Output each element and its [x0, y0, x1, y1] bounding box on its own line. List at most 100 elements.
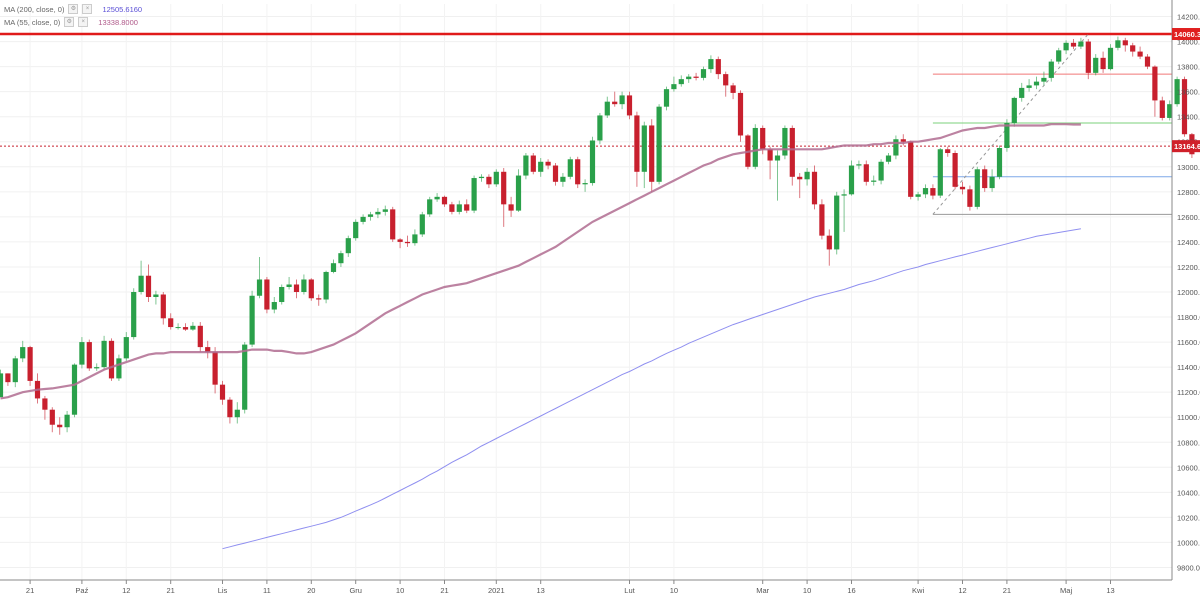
candle-down — [27, 347, 33, 381]
candle-down — [737, 92, 744, 136]
x-tick-label: 13 — [537, 586, 545, 595]
candle-up — [12, 358, 18, 383]
y-tick-label: 10600.0 — [1177, 463, 1200, 472]
y-tick-label: 12800.0 — [1177, 188, 1200, 197]
candle-down — [634, 115, 640, 172]
candle-up — [515, 175, 522, 211]
x-tick-label: Maj — [1060, 586, 1072, 595]
candle-up — [153, 294, 159, 298]
candle-up — [804, 171, 810, 180]
close-icon[interactable]: × — [78, 17, 89, 27]
candle-up — [301, 279, 307, 292]
candle-down — [575, 159, 581, 185]
candle-down — [730, 85, 736, 93]
ma200-line — [222, 228, 1081, 550]
candle-up — [353, 221, 359, 239]
y-tick-label: 12400.0 — [1177, 238, 1200, 247]
candle-up — [1078, 41, 1084, 47]
x-tick-label: 10 — [670, 586, 678, 595]
candle-down — [819, 204, 825, 236]
y-tick-label: 12600.0 — [1177, 213, 1200, 222]
candle-down — [863, 164, 869, 182]
x-tick-label: 2021 — [488, 586, 505, 595]
candle-down — [404, 241, 411, 244]
candle-down — [293, 284, 300, 292]
candle-down — [308, 279, 314, 299]
settings-icon[interactable]: ⚙ — [68, 4, 79, 14]
candle-down — [1100, 57, 1106, 70]
candle-down — [227, 399, 233, 418]
close-icon[interactable]: × — [82, 4, 93, 14]
candle-up — [1048, 61, 1054, 78]
candle-down — [390, 209, 396, 240]
candle-down — [197, 325, 203, 348]
candle-down — [1144, 56, 1151, 67]
x-tick-label: 20 — [307, 586, 315, 595]
x-tick-label: Gru — [349, 586, 362, 595]
candle-up — [382, 209, 388, 212]
candle-up — [885, 155, 892, 162]
candle-up — [871, 180, 877, 182]
candle-down — [86, 342, 92, 369]
y-tick-label: 11000.0 — [1177, 413, 1200, 422]
candle-up — [893, 139, 899, 156]
candle-up — [597, 115, 603, 141]
candle-up — [752, 127, 758, 167]
candle-down — [826, 235, 832, 250]
candle-down — [811, 171, 818, 205]
candle-up — [1115, 40, 1121, 48]
legend-ma55: MA (55, close, 0) ⚙ × 13338.8000 — [4, 17, 138, 27]
candle-down — [160, 294, 166, 319]
settings-icon[interactable]: ⚙ — [64, 17, 75, 27]
candle-up — [345, 238, 351, 254]
candle-up — [271, 302, 277, 310]
candle-down — [182, 327, 189, 330]
candle-down — [900, 139, 906, 142]
candle-down — [767, 149, 773, 161]
candle-up — [841, 194, 847, 196]
candle-up — [471, 178, 477, 211]
candle-up — [567, 159, 573, 177]
legend-ma55-value: 13338.8000 — [98, 17, 138, 27]
price-tag-label: 13164.6 — [1174, 142, 1200, 151]
candle-down — [264, 279, 270, 310]
candle-up — [1011, 97, 1017, 123]
x-tick-label: 11 — [263, 586, 271, 595]
candle-down — [449, 204, 455, 212]
candle-up — [1041, 77, 1047, 82]
candle-up — [249, 295, 255, 345]
candle-down — [205, 347, 211, 353]
x-tick-label: 21 — [440, 586, 448, 595]
candle-down — [1137, 51, 1143, 57]
candle-down — [545, 161, 551, 166]
candle-down — [501, 171, 507, 205]
legend-ma55-label: MA (55, close, 0) — [4, 17, 61, 27]
candle-up — [834, 195, 840, 250]
x-tick-label: Kwi — [912, 586, 924, 595]
candle-up — [175, 327, 181, 329]
price-tag-bg — [1172, 28, 1200, 41]
x-tick-label: Lut — [624, 586, 635, 595]
candle-up — [1033, 81, 1040, 86]
candle-up — [774, 155, 781, 161]
candle-up — [131, 292, 137, 338]
y-tick-label: 11800.0 — [1177, 313, 1200, 322]
y-tick-label: 13600.0 — [1177, 88, 1200, 97]
candle-down — [1152, 66, 1158, 101]
candle-up — [116, 358, 122, 379]
candle-down — [908, 141, 914, 197]
candle-down — [508, 204, 514, 211]
candle-up — [434, 196, 440, 200]
candle-up — [856, 164, 862, 166]
candle-down — [212, 352, 218, 385]
candle-down — [1159, 100, 1165, 118]
candle-up — [1167, 104, 1173, 118]
candle-up — [71, 364, 78, 415]
candle-down — [649, 125, 655, 182]
y-tick-label: 10400.0 — [1177, 488, 1200, 497]
candle-down — [952, 153, 958, 187]
candle-up — [279, 286, 285, 303]
candle-down — [1070, 42, 1077, 47]
